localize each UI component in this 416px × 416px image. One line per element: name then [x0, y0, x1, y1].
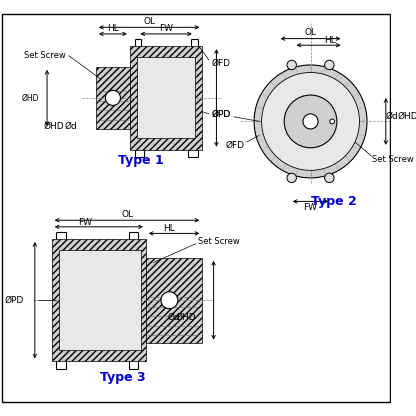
Text: HL: HL: [107, 24, 119, 33]
Bar: [59, 250, 141, 350]
Text: OL: OL: [305, 28, 317, 37]
Text: HL: HL: [163, 224, 175, 233]
Text: ØHD: ØHD: [175, 313, 196, 322]
Bar: [146, 258, 202, 342]
Text: Type 1: Type 1: [118, 154, 164, 168]
Text: OL: OL: [143, 17, 155, 26]
Text: ØHD: ØHD: [397, 112, 416, 121]
Text: OL: OL: [121, 210, 133, 219]
Text: Set Screw: Set Screw: [372, 155, 414, 163]
Circle shape: [284, 95, 337, 148]
Circle shape: [287, 60, 297, 69]
Text: Type 3: Type 3: [99, 371, 145, 384]
Circle shape: [105, 90, 121, 105]
Text: Ød: Ød: [64, 121, 77, 131]
Bar: [52, 239, 146, 362]
Bar: [130, 46, 202, 150]
Text: ØPD: ØPD: [211, 109, 230, 119]
Circle shape: [324, 60, 334, 69]
Bar: [137, 57, 195, 139]
Circle shape: [262, 72, 359, 171]
Text: Set Screw: Set Screw: [198, 238, 239, 246]
Text: ØFD: ØFD: [212, 59, 231, 67]
Circle shape: [324, 173, 334, 183]
Circle shape: [303, 114, 318, 129]
Text: FW: FW: [304, 203, 317, 212]
Bar: [96, 67, 130, 129]
Circle shape: [287, 173, 297, 183]
Text: ØHD: ØHD: [43, 121, 64, 131]
Circle shape: [254, 65, 367, 178]
Text: Type 2: Type 2: [311, 195, 357, 208]
Text: ØPD: ØPD: [212, 109, 231, 119]
Text: Ød: Ød: [386, 112, 399, 121]
Circle shape: [330, 119, 334, 124]
Text: Set Screw: Set Screw: [24, 51, 66, 60]
Circle shape: [161, 292, 178, 309]
Text: HL: HL: [324, 36, 336, 45]
Text: FW: FW: [78, 218, 92, 227]
Text: ØFD: ØFD: [225, 141, 245, 149]
Text: ØPD: ØPD: [4, 296, 24, 305]
Text: ØHD: ØHD: [22, 94, 40, 102]
Text: Ød: Ød: [168, 313, 181, 322]
Text: FW: FW: [159, 24, 173, 33]
